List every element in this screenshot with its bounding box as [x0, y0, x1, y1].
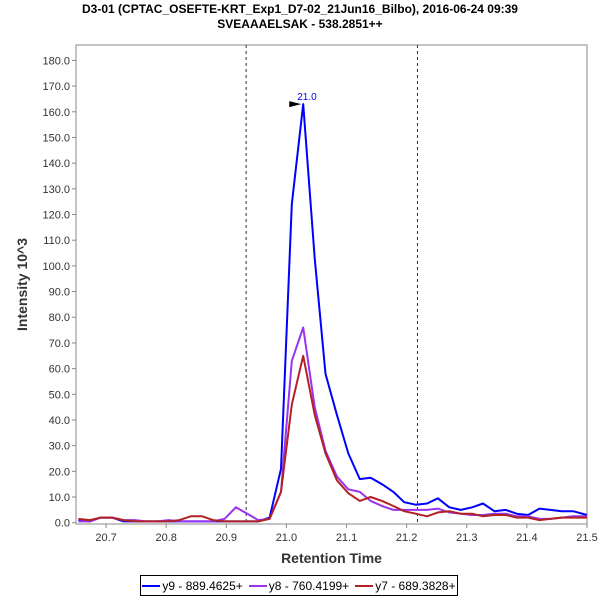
y-tick-label: 60.0 [49, 364, 70, 376]
legend-item-y9: y9 - 889.4625+ [142, 578, 243, 593]
peak-marker-icon [289, 101, 302, 108]
y-tick-label: 80.0 [49, 312, 70, 324]
y-tick-label: 0.0 [55, 518, 70, 530]
y-tick-label: 140.0 [42, 158, 70, 170]
y-tick-label: 100.0 [42, 261, 70, 273]
series-line-y7 [78, 354, 587, 523]
y-tick-label: 160.0 [42, 107, 70, 119]
y-tick-label: 110.0 [43, 235, 70, 247]
x-tick-label: 21.0 [276, 532, 297, 544]
legend-label: y7 - 689.3828+ [375, 578, 456, 593]
y-tick-label: 150.0 [42, 132, 70, 144]
chart-subtitle: SVEAAAELSAK - 538.2851++ [217, 17, 383, 31]
x-tick-label: 20.8 [155, 532, 176, 544]
legend-swatch [142, 584, 161, 587]
y-tick-label: 170.0 [42, 81, 70, 93]
x-tick-label: 20.7 [95, 532, 116, 544]
legend-item-y8: y8 - 760.4199+ [248, 578, 350, 593]
y-tick-label: 70.0 [49, 338, 70, 350]
x-axis-label: Retention Time [281, 550, 382, 566]
y-tick-label: 180.0 [42, 55, 70, 67]
y-tick-label: 130.0 [42, 184, 70, 196]
chart-title: D3-01 (CPTAC_OSEFTE-KRT_Exp1_D7-02_21Jun… [82, 2, 518, 16]
y-tick-label: 50.0 [49, 389, 70, 401]
x-tick-label: 21.5 [576, 532, 597, 544]
plot-frame [75, 44, 588, 525]
x-tick-label: 21.2 [396, 532, 417, 544]
y-tick-label: 10.0 [49, 492, 70, 504]
x-tick-label: 21.3 [456, 532, 477, 544]
x-tick-label: 21.4 [516, 532, 537, 544]
y-tick-label: 120.0 [42, 210, 70, 222]
y-tick-label: 30.0 [49, 441, 70, 453]
x-tick-label: 20.9 [216, 532, 237, 544]
legend-item-y7: y7 - 689.3828+ [355, 578, 456, 593]
x-tick-label: 21.1 [336, 532, 357, 544]
legend-label: y8 - 760.4199+ [268, 578, 350, 593]
legend-label: y9 - 889.4625+ [162, 578, 243, 593]
legend: y9 - 889.4625+ y8 - 760.4199+ y7 - 689.3… [140, 575, 458, 596]
y-tick-label: 40.0 [49, 415, 70, 427]
peak-label: 21.0 [297, 92, 317, 103]
y-tick-label: 90.0 [49, 287, 70, 299]
legend-swatch [248, 584, 267, 587]
y-axis-label: Intensity 10^3 [14, 238, 30, 331]
legend-swatch [355, 584, 374, 587]
y-tick-label: 20.0 [49, 466, 70, 478]
